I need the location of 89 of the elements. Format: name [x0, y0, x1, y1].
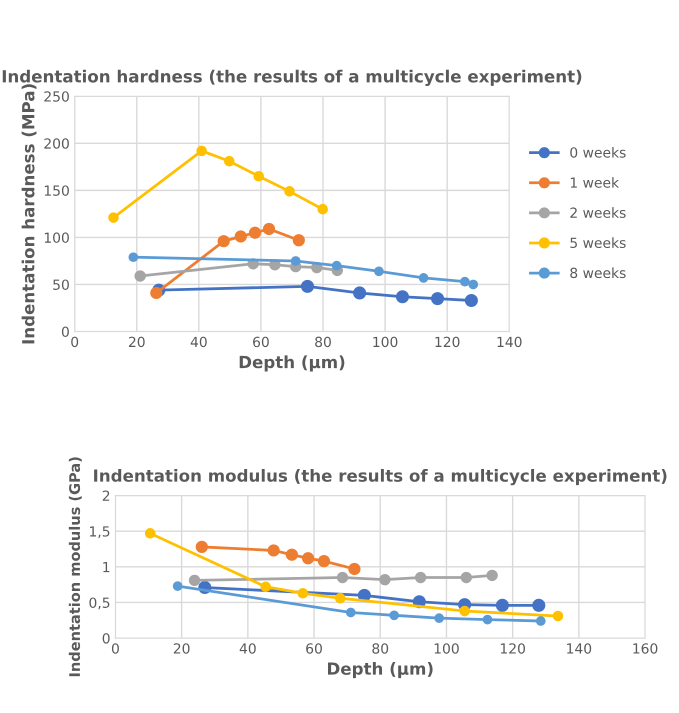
x-axis-title: Depth (µm) — [328, 662, 433, 678]
x-tick-label: 40 — [190, 336, 207, 348]
point — [414, 572, 426, 584]
x-tick-label: 160 — [633, 643, 658, 654]
x-tick-label: 60 — [306, 643, 322, 654]
y-tick-label: 200 — [44, 138, 69, 149]
x-tick-label: 100 — [434, 643, 459, 654]
point — [346, 608, 356, 618]
point — [284, 186, 295, 197]
point — [332, 260, 342, 271]
y-tick-label: 100 — [44, 232, 69, 243]
point — [218, 235, 230, 248]
point — [260, 582, 271, 592]
legend-label: 2 weeks — [570, 207, 626, 218]
x-tick-label: 100 — [373, 336, 398, 348]
x-tick-label: 140 — [567, 643, 592, 654]
x-tick-label: 20 — [174, 643, 190, 654]
point — [144, 528, 156, 539]
point — [434, 613, 444, 624]
legend-label: 8 weeks — [570, 267, 626, 278]
point — [150, 286, 162, 300]
x-axis-title: Depth (µm) — [240, 355, 344, 372]
x-tick-label: 20 — [128, 336, 145, 348]
x-tick-label: 40 — [240, 643, 256, 654]
y-tick-label: 1 — [103, 562, 110, 572]
point — [253, 170, 264, 182]
point — [460, 572, 472, 584]
point — [300, 280, 314, 293]
point — [532, 598, 546, 612]
x-tick-label: 140 — [498, 336, 522, 348]
legend-label: 5 weeks — [570, 237, 626, 248]
point — [128, 252, 138, 262]
point — [134, 270, 146, 282]
x-tick-label: 0 — [71, 336, 78, 348]
point — [290, 256, 301, 266]
legend-label: 0 weeks — [570, 146, 626, 158]
point — [188, 574, 200, 586]
y-tick-label: 0,5 — [89, 597, 110, 610]
point — [396, 290, 409, 304]
point — [379, 574, 391, 586]
point — [224, 156, 235, 166]
point — [172, 581, 183, 591]
point — [431, 292, 444, 306]
y-tick-label: 250 — [44, 91, 69, 102]
point — [353, 286, 366, 300]
y-tick-label: 0 — [62, 326, 69, 338]
x-tick-label: 60 — [253, 336, 269, 348]
y-tick-label: 50 — [53, 279, 69, 290]
point — [262, 222, 276, 236]
point — [552, 610, 564, 622]
y-tick-label: 150 — [44, 185, 69, 196]
point — [302, 552, 314, 564]
point — [468, 280, 478, 290]
point — [108, 212, 119, 223]
point — [460, 276, 470, 287]
y-axis-title: Indentation modulus (GPa) — [68, 457, 82, 676]
point — [318, 555, 330, 568]
point — [234, 230, 247, 243]
legend-label: 1 week — [570, 177, 620, 188]
y-tick-label: 0 — [102, 633, 110, 644]
x-tick-label: 120 — [435, 336, 460, 348]
point — [348, 562, 361, 576]
point — [248, 226, 262, 239]
x-tick-label: 120 — [500, 643, 525, 654]
x-tick-label: 80 — [372, 643, 388, 654]
point — [482, 614, 492, 624]
point — [286, 548, 298, 561]
y-axis-title: Indentation hardness (MPa) — [22, 84, 36, 344]
point — [196, 146, 207, 156]
x-tick-label: 0 — [112, 643, 119, 654]
y-tick-label: 2 — [102, 490, 110, 501]
point — [536, 616, 546, 626]
point — [418, 273, 428, 283]
x-tick-label: 80 — [315, 336, 331, 348]
point — [298, 588, 308, 598]
point — [389, 610, 400, 620]
point — [336, 572, 348, 584]
point — [464, 294, 478, 308]
point — [196, 540, 208, 553]
point — [496, 598, 509, 612]
chart-title: Indentation modulus (the results of a multicycle experiment) — [94, 468, 666, 486]
point — [374, 266, 384, 276]
point — [317, 204, 328, 214]
point — [292, 234, 305, 246]
point — [486, 570, 498, 582]
point — [459, 606, 470, 616]
point — [334, 592, 346, 604]
y-tick-label: 1,5 — [90, 526, 110, 538]
point — [268, 544, 280, 557]
